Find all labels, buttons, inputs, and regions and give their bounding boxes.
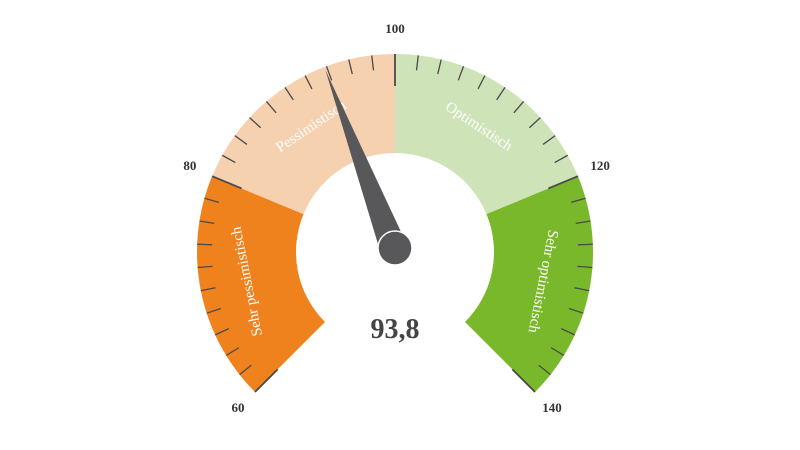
tick-label: 140 [542, 400, 562, 415]
minor-tick [284, 87, 294, 101]
minor-tick [528, 117, 541, 129]
gauge-band [197, 176, 325, 393]
minor-tick [415, 55, 419, 71]
minor-tick [249, 117, 262, 129]
minor-tick [575, 220, 591, 225]
tick-label: 100 [385, 21, 405, 36]
tick-label: 120 [590, 158, 610, 173]
gauge-band [465, 176, 593, 393]
minor-tick [477, 75, 486, 90]
minor-tick [542, 135, 556, 145]
minor-tick [234, 135, 248, 145]
minor-tick [577, 265, 593, 269]
major-tick [511, 368, 536, 393]
tick-label: 80 [183, 158, 196, 173]
minor-tick [457, 66, 465, 81]
gauge-band [212, 54, 395, 215]
minor-tick [199, 220, 215, 225]
gauge-value: 93,8 [371, 314, 420, 345]
minor-tick [204, 197, 220, 203]
minor-tick [538, 364, 551, 376]
minor-tick [304, 75, 313, 90]
minor-tick [513, 101, 525, 114]
major-tick [548, 175, 579, 190]
minor-tick [206, 307, 222, 314]
minor-tick [265, 101, 277, 114]
minor-tick [437, 59, 442, 75]
minor-tick [200, 287, 216, 292]
minor-tick [221, 154, 236, 164]
minor-tick [577, 243, 593, 246]
gauge-band [395, 54, 578, 215]
major-tick [254, 368, 279, 393]
minor-tick [574, 287, 590, 292]
minor-tick [568, 307, 584, 314]
minor-tick [197, 243, 213, 246]
minor-tick [197, 265, 213, 269]
minor-tick [550, 347, 565, 357]
needle [325, 69, 409, 258]
minor-tick [496, 87, 506, 101]
minor-tick [348, 59, 353, 75]
major-tick [211, 175, 242, 190]
minor-tick [570, 197, 586, 203]
minor-tick [239, 364, 252, 376]
minor-tick [560, 328, 576, 336]
minor-tick [371, 55, 375, 71]
minor-tick [214, 328, 230, 336]
minor-tick [325, 66, 333, 81]
needle-hub [377, 230, 413, 266]
minor-tick [554, 154, 569, 164]
tick-label: 60 [232, 400, 245, 415]
minor-tick [225, 347, 240, 357]
